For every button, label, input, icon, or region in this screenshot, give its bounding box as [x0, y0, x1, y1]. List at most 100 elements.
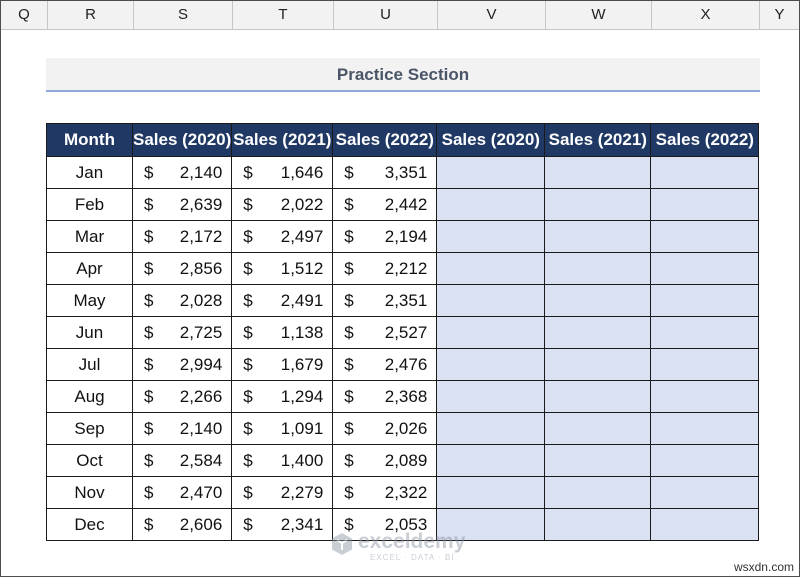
header-month[interactable]: Month [46, 123, 133, 157]
practice-input-cell[interactable] [650, 380, 760, 413]
sales-cell-2020[interactable]: $2,856 [131, 252, 233, 285]
practice-input-cell[interactable] [544, 156, 652, 189]
practice-input-cell[interactable] [544, 508, 652, 541]
header-practice-sales-2022[interactable]: Sales (2022) [650, 123, 760, 157]
practice-input-cell[interactable] [544, 444, 652, 477]
practice-input-cell[interactable] [650, 284, 760, 317]
practice-input-cell[interactable] [650, 220, 760, 253]
practice-input-cell[interactable] [544, 380, 652, 413]
sales-cell-2022[interactable]: $2,527 [332, 316, 438, 349]
practice-input-cell[interactable] [544, 284, 652, 317]
sales-cell-2020[interactable]: $2,470 [131, 476, 233, 509]
practice-input-cell[interactable] [436, 412, 546, 445]
column-header-v[interactable]: V [438, 1, 546, 29]
practice-input-cell[interactable] [650, 412, 760, 445]
practice-input-cell[interactable] [544, 412, 652, 445]
month-cell[interactable]: Jul [46, 348, 133, 381]
practice-input-cell[interactable] [436, 284, 546, 317]
practice-input-cell[interactable] [436, 476, 546, 509]
practice-input-cell[interactable] [650, 316, 760, 349]
sales-cell-2020[interactable]: $2,639 [131, 188, 233, 221]
sales-cell-2022[interactable]: $2,476 [332, 348, 438, 381]
sales-cell-2022[interactable]: $3,351 [332, 156, 438, 189]
sales-cell-2020[interactable]: $2,028 [131, 284, 233, 317]
practice-input-cell[interactable] [650, 508, 760, 541]
column-header-w[interactable]: W [546, 1, 652, 29]
sales-cell-2022[interactable]: $2,053 [332, 508, 438, 541]
practice-input-cell[interactable] [650, 188, 760, 221]
sales-cell-2020[interactable]: $2,725 [131, 316, 233, 349]
sales-cell-2021[interactable]: $1,400 [231, 444, 334, 477]
column-header-t[interactable]: T [233, 1, 334, 29]
practice-input-cell[interactable] [544, 188, 652, 221]
sales-cell-2021[interactable]: $2,341 [231, 508, 334, 541]
practice-input-cell[interactable] [436, 508, 546, 541]
month-cell[interactable]: Nov [46, 476, 133, 509]
month-cell[interactable]: Sep [46, 412, 133, 445]
sales-cell-2020[interactable]: $2,584 [131, 444, 233, 477]
sales-cell-2022[interactable]: $2,089 [332, 444, 438, 477]
month-cell[interactable]: May [46, 284, 133, 317]
practice-input-cell[interactable] [436, 380, 546, 413]
practice-input-cell[interactable] [436, 252, 546, 285]
column-header-u[interactable]: U [334, 1, 438, 29]
sales-cell-2022[interactable]: $2,194 [332, 220, 438, 253]
month-cell[interactable]: Feb [46, 188, 133, 221]
sales-cell-2021[interactable]: $1,294 [231, 380, 334, 413]
sales-cell-2022[interactable]: $2,442 [332, 188, 438, 221]
practice-input-cell[interactable] [650, 348, 760, 381]
sales-cell-2020[interactable]: $2,172 [131, 220, 233, 253]
sales-cell-2020[interactable]: $2,140 [131, 156, 233, 189]
sales-cell-2021[interactable]: $1,138 [231, 316, 334, 349]
column-header-q[interactable]: Q [1, 1, 48, 29]
practice-input-cell[interactable] [436, 348, 546, 381]
header-sales-2020[interactable]: Sales (2020) [131, 123, 233, 157]
month-cell[interactable]: Aug [46, 380, 133, 413]
month-cell[interactable]: Dec [46, 508, 133, 541]
sales-cell-2022[interactable]: $2,368 [332, 380, 438, 413]
header-practice-sales-2021[interactable]: Sales (2021) [544, 123, 652, 157]
header-practice-sales-2020[interactable]: Sales (2020) [436, 123, 546, 157]
practice-input-cell[interactable] [436, 220, 546, 253]
practice-input-cell[interactable] [436, 156, 546, 189]
column-header-s[interactable]: S [134, 1, 233, 29]
sales-cell-2021[interactable]: $1,646 [231, 156, 334, 189]
practice-input-cell[interactable] [544, 316, 652, 349]
column-header-x[interactable]: X [652, 1, 760, 29]
month-cell[interactable]: Jun [46, 316, 133, 349]
month-cell[interactable]: Jan [46, 156, 133, 189]
header-sales-2021[interactable]: Sales (2021) [231, 123, 334, 157]
sales-cell-2021[interactable]: $2,022 [231, 188, 334, 221]
sales-cell-2021[interactable]: $2,279 [231, 476, 334, 509]
sales-cell-2020[interactable]: $2,994 [131, 348, 233, 381]
practice-input-cell[interactable] [436, 316, 546, 349]
sales-cell-2022[interactable]: $2,322 [332, 476, 438, 509]
sales-cell-2020[interactable]: $2,606 [131, 508, 233, 541]
month-cell[interactable]: Apr [46, 252, 133, 285]
column-header-r[interactable]: R [48, 1, 134, 29]
practice-input-cell[interactable] [544, 476, 652, 509]
sales-cell-2020[interactable]: $2,140 [131, 412, 233, 445]
practice-section-title-cell[interactable]: Practice Section [46, 58, 760, 92]
sales-cell-2021[interactable]: $1,512 [231, 252, 334, 285]
month-cell[interactable]: Oct [46, 444, 133, 477]
sales-cell-2020[interactable]: $2,266 [131, 380, 233, 413]
sales-cell-2021[interactable]: $1,679 [231, 348, 334, 381]
header-sales-2022[interactable]: Sales (2022) [332, 123, 438, 157]
month-cell[interactable]: Mar [46, 220, 133, 253]
practice-input-cell[interactable] [544, 220, 652, 253]
practice-input-cell[interactable] [544, 348, 652, 381]
sales-cell-2021[interactable]: $1,091 [231, 412, 334, 445]
sales-cell-2022[interactable]: $2,026 [332, 412, 438, 445]
sales-cell-2021[interactable]: $2,497 [231, 220, 334, 253]
practice-input-cell[interactable] [436, 444, 546, 477]
practice-input-cell[interactable] [650, 156, 760, 189]
practice-input-cell[interactable] [650, 444, 760, 477]
practice-input-cell[interactable] [544, 252, 652, 285]
column-header-y[interactable]: Y [774, 6, 785, 23]
practice-input-cell[interactable] [650, 476, 760, 509]
practice-input-cell[interactable] [436, 188, 546, 221]
sales-cell-2022[interactable]: $2,351 [332, 284, 438, 317]
sales-cell-2021[interactable]: $2,491 [231, 284, 334, 317]
practice-input-cell[interactable] [650, 252, 760, 285]
